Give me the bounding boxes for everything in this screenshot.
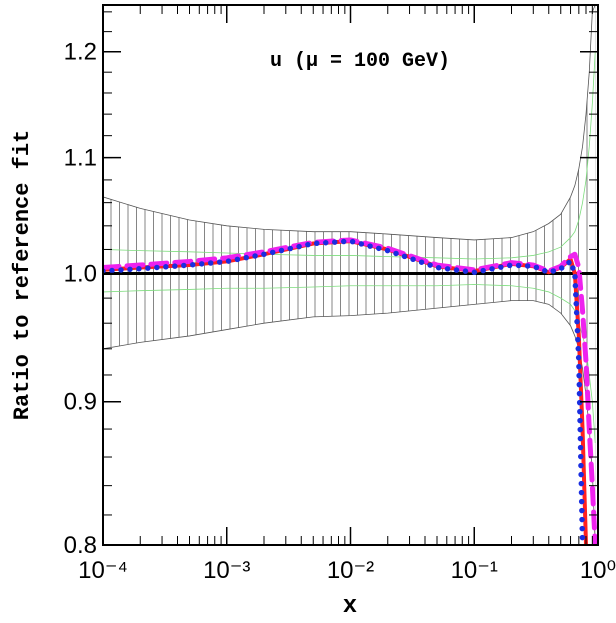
x-tick-label: 10⁰	[580, 557, 616, 584]
y-tick-label: 1.2	[64, 39, 97, 66]
x-tick-label: 10⁻²	[327, 557, 374, 584]
x-tick-label: 10⁻⁴	[78, 557, 128, 584]
annotation: u (μ = 100 GeV)	[270, 50, 450, 73]
y-tick-label: 1.0	[64, 261, 97, 288]
x-axis-label: x	[343, 593, 357, 618]
series-line	[103, 237, 598, 545]
y-tick-label: 0.8	[64, 532, 97, 559]
x-tick-label: 10⁻³	[203, 557, 250, 584]
y-tick-label: 0.9	[64, 389, 97, 416]
series-line	[103, 238, 586, 545]
y-tick-label: 1.1	[64, 145, 97, 172]
band-edge	[103, 5, 596, 241]
band-edge	[103, 300, 596, 545]
plot-area	[103, 5, 598, 545]
y-axis-label: Ratio to reference fit	[10, 130, 35, 420]
x-tick-label: 10⁻¹	[451, 557, 498, 584]
